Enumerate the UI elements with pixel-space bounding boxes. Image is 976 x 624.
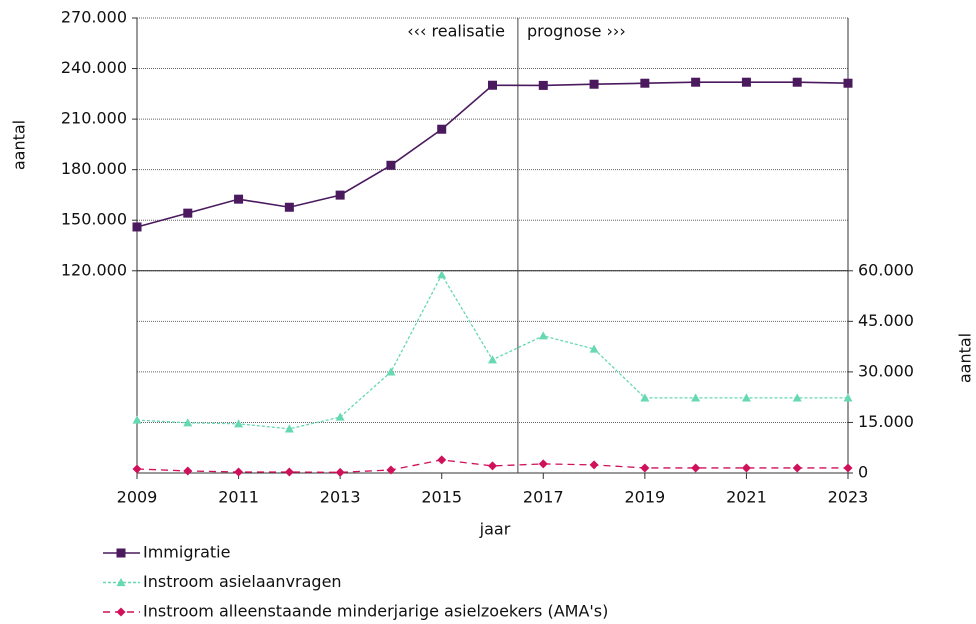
series-line [136, 459, 848, 473]
legend-marker [116, 548, 126, 558]
marker [284, 467, 294, 477]
marker [183, 208, 193, 218]
marker [538, 331, 548, 340]
marker [792, 393, 802, 402]
marker [386, 465, 396, 475]
marker [691, 463, 701, 473]
y-tick-label: 270.000 [61, 8, 127, 27]
marker [589, 460, 599, 470]
marker [284, 202, 294, 212]
y-tick-label: 240.000 [61, 58, 127, 77]
series-line [136, 81, 849, 228]
series-line [136, 273, 848, 430]
x-tick-label: 2013 [320, 488, 361, 507]
legend-marker [116, 607, 126, 617]
marker [640, 78, 650, 88]
marker [843, 463, 853, 473]
y2-tick-label: 45.000 [858, 311, 914, 330]
annotation: ‹‹‹ realisatie [407, 22, 505, 41]
marker [741, 463, 751, 473]
marker [640, 463, 650, 473]
marker [437, 455, 447, 465]
marker [386, 160, 396, 170]
marker [488, 461, 497, 471]
marker [488, 355, 497, 364]
x-tick-label: 2015 [421, 488, 462, 507]
x-tick-label: 2021 [726, 488, 767, 507]
marker [284, 424, 294, 433]
legend-label: Instroom asielaanvragen [143, 572, 342, 591]
marker [691, 393, 701, 402]
x-tick-label: 2019 [624, 488, 665, 507]
legend-label: Immigratie [143, 543, 230, 562]
annotation: prognose ››› [527, 22, 626, 41]
marker [132, 464, 142, 474]
y-tick-label: 180.000 [61, 159, 127, 178]
y-tick-label: 150.000 [61, 210, 127, 229]
marker [589, 79, 599, 89]
marker [538, 459, 548, 469]
y2-tick-label: 30.000 [858, 361, 914, 380]
marker [843, 78, 853, 88]
marker [437, 270, 447, 279]
marker [741, 393, 751, 402]
marker [234, 467, 244, 477]
y-tick-label: 210.000 [61, 109, 127, 128]
marker [335, 190, 345, 200]
y2-tick-label: 60.000 [858, 260, 914, 279]
y2-tick-label: 0 [858, 463, 868, 482]
marker [132, 222, 142, 232]
y2-axis-label: aantal [956, 333, 975, 383]
marker [132, 415, 142, 424]
marker [488, 80, 497, 90]
legend-label: Instroom alleenstaande minderjarige asie… [143, 602, 608, 621]
marker [640, 393, 650, 402]
legend-marker [116, 578, 126, 587]
x-tick-label: 2017 [523, 488, 564, 507]
marker [183, 418, 193, 427]
y-tick-label: 120.000 [61, 260, 127, 279]
marker [691, 77, 701, 87]
marker [386, 367, 396, 376]
marker [335, 467, 345, 477]
x-axis-label: jaar [479, 520, 511, 539]
marker [234, 194, 244, 204]
marker [538, 80, 548, 90]
marker [335, 412, 345, 421]
marker [234, 419, 244, 428]
x-tick-label: 2023 [828, 488, 869, 507]
marker [589, 344, 599, 353]
marker [183, 466, 193, 476]
marker [792, 77, 802, 87]
marker [843, 393, 853, 402]
marker [741, 77, 751, 87]
marker [437, 124, 447, 134]
marker [792, 463, 802, 473]
y2-tick-label: 15.000 [858, 412, 914, 431]
x-tick-label: 2009 [117, 488, 158, 507]
y-axis-label: aantal [10, 120, 29, 170]
x-tick-label: 2011 [218, 488, 259, 507]
